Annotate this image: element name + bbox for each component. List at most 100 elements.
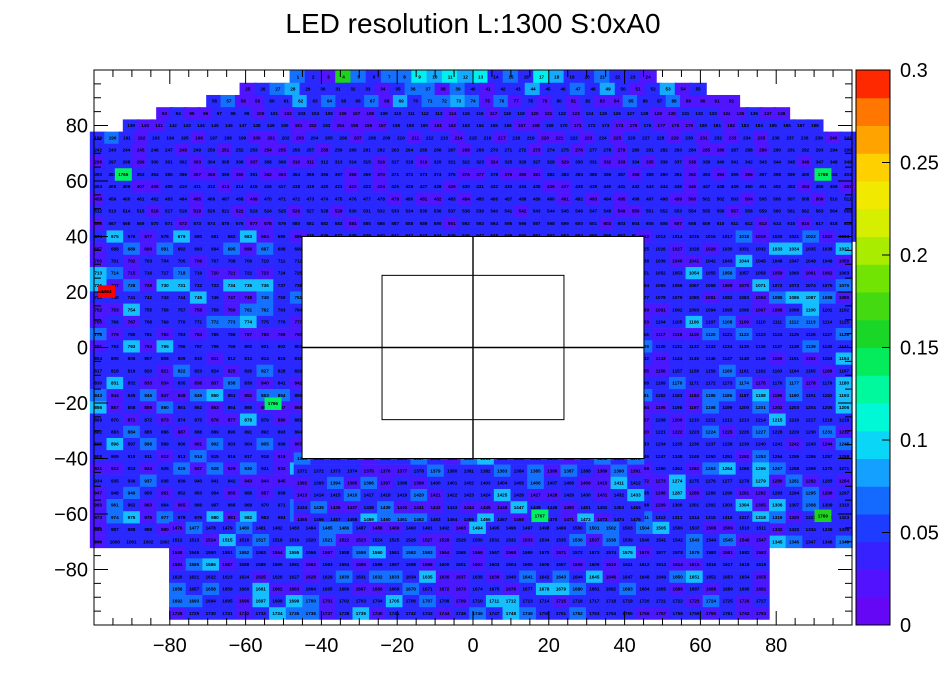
cell-number-label: 1003 [160, 539, 171, 544]
cell-number-label: 922 [111, 466, 119, 471]
cell-number-label: 893 [278, 429, 286, 434]
cell-number-label: 923 [128, 466, 136, 471]
cell-number-label: 217 [498, 135, 506, 140]
cell-number-label: 1035 [806, 246, 817, 251]
cell-number-label: 585 [363, 221, 371, 226]
cell-number-label: 614 [773, 221, 781, 226]
heatmap-cell [472, 70, 490, 84]
cell-number-label: 314 [349, 160, 357, 165]
heatmap-cell [569, 119, 587, 132]
cell-number-label: 8 [403, 74, 406, 79]
cell-number-label: 89 [686, 99, 692, 104]
cell-number-label: 1542 [673, 538, 684, 543]
heatmap-cell [321, 94, 339, 108]
cell-number-label: 230 [685, 135, 693, 140]
heatmap-cell [680, 94, 698, 108]
cell-number-label: 1020 [772, 234, 783, 239]
cell-number-label: 463 [165, 196, 173, 201]
heatmap-cell [539, 82, 557, 96]
cell-number-label: 329 [561, 160, 569, 165]
heatmap-cell [583, 119, 601, 132]
cell-number-label: 690 [144, 246, 152, 251]
cell-number-label: 1021 [789, 234, 800, 239]
cell-number-label: 1193 [839, 393, 849, 398]
cell-number-label: 1447 [514, 505, 525, 510]
cell-number-label: 988 [128, 527, 136, 532]
cell-number-label: 789 [278, 332, 286, 337]
cell-number-label: 599 [561, 221, 569, 226]
cell-number-label: 785 [211, 332, 219, 337]
cell-number-label: 1164 [789, 368, 799, 373]
cell-number-label: 193 [152, 135, 160, 140]
cell-number-label: 1151 [789, 356, 799, 361]
cell-number-label: 1461 [397, 517, 408, 522]
cell-number-label: 1335 [822, 527, 833, 532]
cell-number-label: 615 [787, 221, 795, 226]
cell-number-label: 1213 [739, 417, 750, 422]
cell-number-label: 420 [321, 184, 329, 189]
cell-number-label: 546 [575, 209, 583, 214]
cell-number-label: 437 [561, 184, 569, 189]
cell-number-label: 1042 [706, 259, 717, 264]
cell-number-label: 744 [178, 295, 186, 300]
cell-number-label: 221 [556, 135, 564, 140]
cell-number-label: 495 [618, 196, 626, 201]
heatmap-cell [252, 107, 270, 120]
cell-number-label: 1593 [322, 562, 333, 567]
heatmap-cell [639, 119, 657, 132]
cell-number-label: 423 [363, 184, 371, 189]
cell-number-label: 12 [463, 74, 469, 79]
heatmap-cell [680, 119, 698, 132]
cell-number-label: 1646 [606, 574, 617, 579]
cell-number-label: 1731 [222, 611, 233, 616]
cell-number-label: 247 [165, 148, 173, 153]
cell-number-label: 1456 [314, 517, 325, 522]
cell-number-label: 1044 [739, 259, 750, 264]
cell-number-label: 448 [717, 184, 725, 189]
cell-number-label: 926 [178, 466, 186, 471]
heatmap-cell [248, 119, 266, 132]
cell-number-label: 934 [94, 478, 102, 483]
cell-number-label: 874 [178, 417, 186, 422]
cell-number-label: 705 [178, 259, 186, 264]
cell-number-label: 1294 [789, 491, 800, 496]
cell-number-label: 1501 [589, 525, 600, 530]
cell-number-label: 682 [228, 234, 236, 239]
cell-number-label: 237 [786, 135, 794, 140]
cell-number-label: 1458 [347, 517, 358, 522]
cell-number-label: 1046 [772, 259, 783, 264]
cell-number-label: 1287 [672, 491, 683, 496]
heatmap-cell [752, 131, 770, 145]
cell-number-label: 1601 [456, 562, 467, 567]
cell-number-label: 703 [144, 259, 152, 264]
cell-number-label: 254 [264, 148, 272, 153]
cell-number-label: 447 [703, 184, 711, 189]
cell-number-label: 1548 [172, 550, 183, 555]
cell-number-label: 1420 [414, 493, 425, 498]
cell-number-label: 326 [519, 160, 527, 165]
cell-number-label: 733 [211, 283, 219, 288]
cell-number-label: 606 [660, 221, 668, 226]
heatmap-cell [526, 107, 544, 120]
cell-number-label: 737 [278, 283, 286, 288]
cell-number-label: 1218 [822, 417, 833, 422]
cell-number-label: 7 [388, 74, 391, 79]
cell-number-label: 1404 [497, 481, 508, 486]
heatmap-cell [389, 107, 407, 120]
heatmap-cell [479, 82, 497, 96]
cell-number-label: 1500 [572, 525, 583, 530]
cell-number-label: 1252 [739, 454, 750, 459]
cell-number-label: 1761 [723, 611, 734, 616]
cell-number-label: 1135 [739, 344, 749, 349]
cell-number-label: 552 [660, 209, 668, 214]
cell-number-label: 557 [731, 209, 739, 214]
cell-number-label: 1513 [189, 538, 200, 543]
cell-number-label: 171 [574, 123, 582, 128]
cell-number-label: 1663 [289, 587, 300, 592]
cell-number-label: 1603 [489, 562, 500, 567]
cell-number-label: 371 [391, 172, 399, 177]
heatmap-cell [103, 143, 121, 157]
cell-number-label: 1588 [239, 562, 250, 567]
cell-number-label: 1061 [806, 271, 817, 276]
cell-number-label: 471 [278, 196, 286, 201]
